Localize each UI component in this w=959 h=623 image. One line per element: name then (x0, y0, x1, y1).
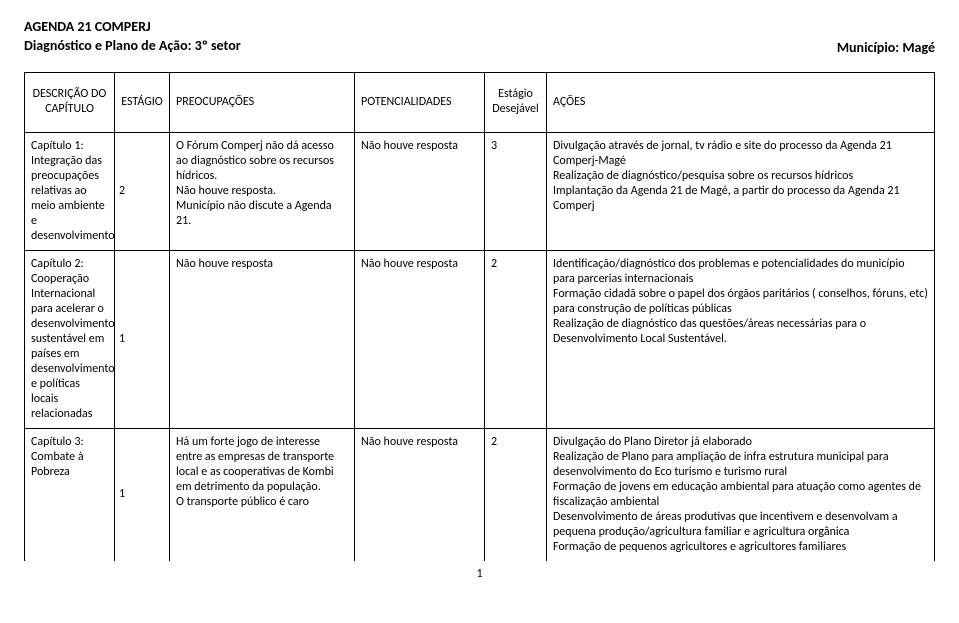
table-header-row: DESCRIÇÃO DO CAPÍTULO ESTÁGIO PREOCUPAÇÕ… (25, 72, 935, 132)
col-potencialidades: POTENCIALIDADES (355, 72, 485, 132)
cell-preocupacoes: O Fórum Comperj não dá acesso ao diagnós… (170, 132, 355, 250)
col-preocupacoes: PREOCUPAÇÕES (170, 72, 355, 132)
cell-desejavel: 2 (485, 250, 547, 428)
table-row: Capítulo 2: Cooperação Internacional par… (25, 250, 935, 428)
col-acoes: AÇÕES (547, 72, 935, 132)
main-table: DESCRIÇÃO DO CAPÍTULO ESTÁGIO PREOCUPAÇÕ… (24, 72, 935, 561)
header-title-line2: Diagnóstico e Plano de Ação: 3º setor (24, 37, 241, 56)
cell-desejavel: 3 (485, 132, 547, 250)
table-row: Capítulo 3: Combate à Pobreza 1 Há um fo… (25, 428, 935, 561)
cell-estagio: 1 (115, 250, 170, 428)
col-desejavel: Estágio Desejável (485, 72, 547, 132)
cell-descricao: Capítulo 1: Integração das preocupações … (25, 132, 115, 250)
cell-potencialidades: Não houve resposta (355, 250, 485, 428)
cell-preocupacoes: Não houve resposta (170, 250, 355, 428)
cell-desejavel: 2 (485, 428, 547, 561)
cell-acoes: Divulgação do Plano Diretor já elaborado… (547, 428, 935, 561)
cell-descricao: Capítulo 2: Cooperação Internacional par… (25, 250, 115, 428)
header-title-line1: AGENDA 21 COMPERJ (24, 18, 241, 37)
table-body: Capítulo 1: Integração das preocupações … (25, 132, 935, 561)
cell-descricao: Capítulo 3: Combate à Pobreza (25, 428, 115, 561)
col-descricao: DESCRIÇÃO DO CAPÍTULO (25, 72, 115, 132)
cell-acoes: Divulgação através de jornal, tv rádio e… (547, 132, 935, 250)
header-left: AGENDA 21 COMPERJ Diagnóstico e Plano de… (24, 18, 241, 56)
cell-preocupacoes: Há um forte jogo de interesse entre as e… (170, 428, 355, 561)
cell-acoes: Identificação/diagnóstico dos problemas … (547, 250, 935, 428)
cell-estagio: 1 (115, 428, 170, 561)
document-header: AGENDA 21 COMPERJ Diagnóstico e Plano de… (24, 18, 935, 56)
cell-potencialidades: Não houve resposta (355, 428, 485, 561)
col-estagio: ESTÁGIO (115, 72, 170, 132)
page-number: 1 (24, 567, 935, 581)
cell-potencialidades: Não houve resposta (355, 132, 485, 250)
cell-estagio: 2 (115, 132, 170, 250)
header-municipio: Município: Magé (837, 39, 935, 56)
table-row: Capítulo 1: Integração das preocupações … (25, 132, 935, 250)
